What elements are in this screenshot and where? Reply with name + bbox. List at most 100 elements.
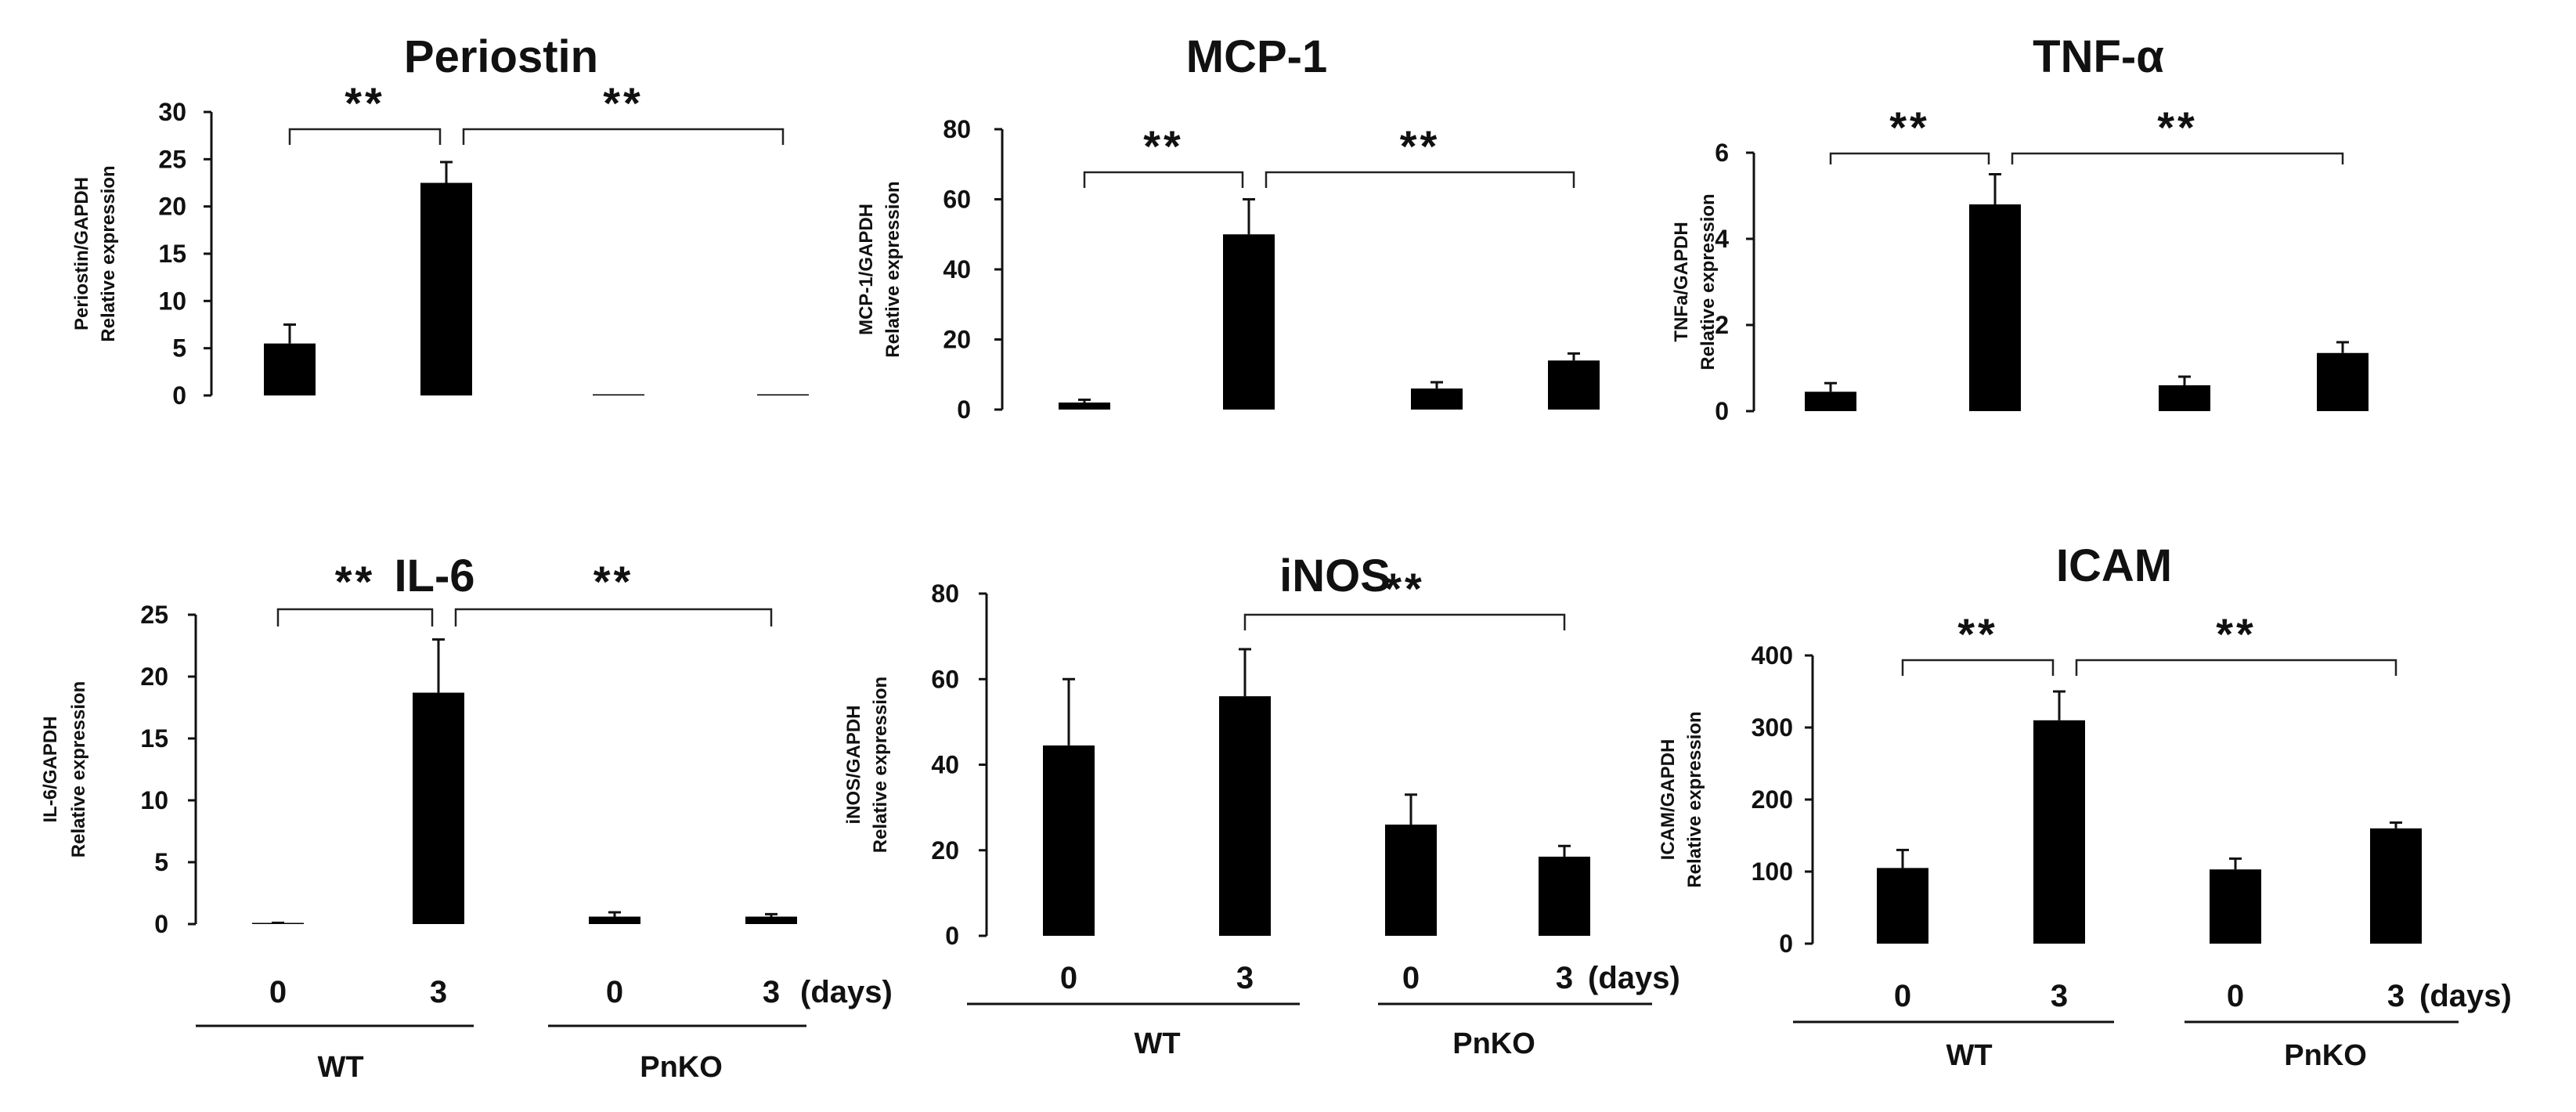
- significance-bracket: [2075, 659, 2397, 676]
- significance-bracket: [1901, 659, 2055, 676]
- x-tick-label: 3: [1556, 961, 1573, 995]
- y-tick-label: 400: [1752, 641, 1793, 670]
- bar: [420, 182, 472, 395]
- y-tick-label: 80: [931, 579, 959, 608]
- bar: [589, 916, 640, 924]
- bar: [1805, 392, 1856, 411]
- significance-label: **: [335, 557, 376, 606]
- chart-title: MCP-1: [1186, 31, 1327, 82]
- bar: [745, 916, 797, 924]
- y-axis-label-secondary: Relative expression: [882, 181, 904, 357]
- chart-title: ICAM: [2056, 540, 2172, 591]
- bar: [413, 692, 464, 924]
- y-axis-label: MCP-1/GAPDH: [856, 204, 877, 335]
- significance-bracket: [276, 608, 434, 626]
- x-axis-unit: (days): [800, 975, 893, 1009]
- x-tick-label: 3: [2051, 979, 2068, 1013]
- y-axis-label: iNOS/GAPDH: [843, 705, 864, 824]
- significance-label: **: [1400, 121, 1441, 171]
- bar: [1539, 856, 1590, 936]
- y-tick-label: 60: [931, 665, 959, 693]
- y-tick-label: 100: [1752, 857, 1793, 886]
- bar: [1548, 360, 1600, 410]
- y-tick-label: 0: [1715, 397, 1729, 425]
- x-tick-label: 0: [606, 975, 623, 1009]
- group-label: WT: [1946, 1039, 1992, 1072]
- y-tick-label: 6: [1715, 139, 1729, 167]
- group-label: PnKO: [1452, 1027, 1535, 1060]
- y-tick-label: 5: [172, 334, 186, 363]
- bar: [2210, 869, 2261, 944]
- group-label: PnKO: [640, 1051, 723, 1084]
- x-tick-label: 3: [1236, 961, 1254, 995]
- y-tick-label: 20: [158, 193, 186, 221]
- significance-label: **: [1143, 121, 1184, 171]
- bar: [2033, 720, 2085, 944]
- group-label: WT: [317, 1051, 363, 1084]
- y-tick-label: 15: [140, 724, 168, 753]
- bar: [757, 394, 809, 395]
- y-tick-label: 20: [931, 836, 959, 865]
- bar: [1223, 234, 1275, 410]
- bar: [2370, 828, 2422, 944]
- significance-bracket: [288, 128, 442, 145]
- y-tick-label: 40: [943, 255, 971, 283]
- y-axis-label: TNFa/GAPDH: [1671, 222, 1692, 341]
- y-tick-label: 60: [943, 186, 971, 214]
- bar: [1385, 824, 1437, 936]
- significance-bracket: [1265, 171, 1575, 188]
- significance-label: **: [345, 78, 385, 128]
- significance-bracket: [1083, 171, 1244, 188]
- bar: [1043, 745, 1095, 936]
- significance-label: **: [1384, 564, 1425, 613]
- group-label: WT: [1134, 1027, 1180, 1060]
- significance-bracket: [454, 608, 773, 626]
- x-tick-label: 0: [269, 975, 287, 1009]
- significance-label: **: [603, 78, 644, 128]
- y-axis-label-secondary: Relative expression: [1684, 711, 1705, 887]
- group-label: PnKO: [2284, 1039, 2367, 1072]
- y-tick-label: 5: [154, 848, 168, 876]
- y-tick-label: 4: [1715, 225, 1729, 253]
- y-axis-label-secondary: Relative expression: [68, 681, 89, 857]
- y-tick-label: 0: [172, 381, 186, 410]
- y-tick-label: 25: [158, 145, 186, 173]
- significance-bracket: [462, 128, 785, 145]
- x-tick-label: 0: [1894, 979, 1911, 1013]
- bar: [264, 343, 316, 395]
- y-axis-label: Periostin/GAPDH: [71, 177, 92, 330]
- bar: [2317, 352, 2369, 411]
- y-tick-label: 200: [1752, 785, 1793, 814]
- y-tick-label: 25: [140, 601, 168, 629]
- significance-bracket: [1243, 613, 1566, 630]
- x-tick-label: 3: [763, 975, 780, 1009]
- significance-bracket: [1829, 152, 1990, 164]
- y-axis-label: IL-6/GAPDH: [40, 716, 61, 822]
- y-tick-label: 300: [1752, 713, 1793, 742]
- bar: [1411, 388, 1463, 410]
- y-axis-label-secondary: Relative expression: [1697, 193, 1719, 370]
- x-tick-label: 3: [2387, 979, 2405, 1013]
- significance-label: **: [1957, 609, 1998, 659]
- y-tick-label: 20: [943, 326, 971, 354]
- significance-label: **: [593, 557, 634, 606]
- bar: [1877, 868, 1928, 944]
- y-axis-label-secondary: Relative expression: [870, 677, 891, 853]
- y-axis-label-secondary: Relative expression: [98, 165, 119, 341]
- x-axis-unit: (days): [1588, 961, 1680, 995]
- y-tick-label: 80: [943, 115, 971, 143]
- x-tick-label: 0: [1402, 961, 1420, 995]
- x-tick-label: 0: [1060, 961, 1077, 995]
- y-tick-label: 10: [158, 287, 186, 315]
- x-axis-unit: (days): [2419, 979, 2512, 1013]
- y-axis-label: ICAM/GAPDH: [1658, 739, 1679, 861]
- bar: [1969, 204, 2021, 411]
- y-tick-label: 10: [140, 786, 168, 814]
- y-tick-label: 30: [158, 98, 186, 126]
- y-tick-label: 15: [158, 240, 186, 268]
- x-tick-label: 3: [430, 975, 447, 1009]
- bar: [1059, 403, 1110, 410]
- y-tick-label: 40: [931, 751, 959, 779]
- y-tick-label: 0: [154, 910, 168, 938]
